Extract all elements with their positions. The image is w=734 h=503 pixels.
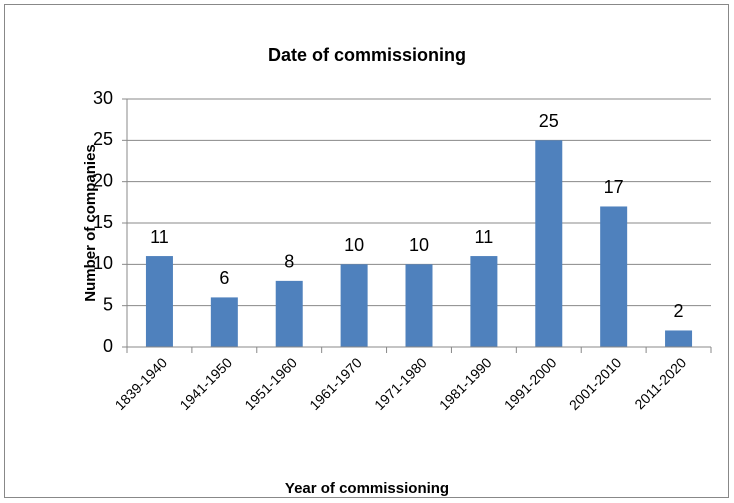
bar [470,256,498,347]
y-axis-title: Number of companies [82,144,99,302]
data-label: 6 [219,268,229,288]
bar [405,264,433,347]
data-label: 10 [344,235,364,255]
y-tick-label: 25 [93,129,113,149]
chart-title: Date of commissioning [268,45,466,65]
bar [275,280,303,347]
data-label: 11 [150,227,169,247]
bar [210,297,238,347]
data-label: 10 [409,235,429,255]
bar [340,264,368,347]
data-label: 17 [604,177,624,197]
data-label: 25 [539,111,559,131]
bar [145,256,173,347]
bar [665,330,693,347]
bar [535,140,563,347]
y-tick-label: 20 [93,170,113,190]
y-tick-label: 10 [93,253,113,273]
data-label: 2 [674,301,684,321]
data-label: 8 [284,252,294,272]
y-tick-label: 15 [93,212,113,232]
x-axis-title: Year of commissioning [285,480,449,497]
y-tick-label: 30 [93,88,113,108]
bar [600,206,628,347]
y-tick-label: 5 [103,294,113,314]
data-label: 11 [475,227,494,247]
y-tick-label: 0 [103,336,113,356]
